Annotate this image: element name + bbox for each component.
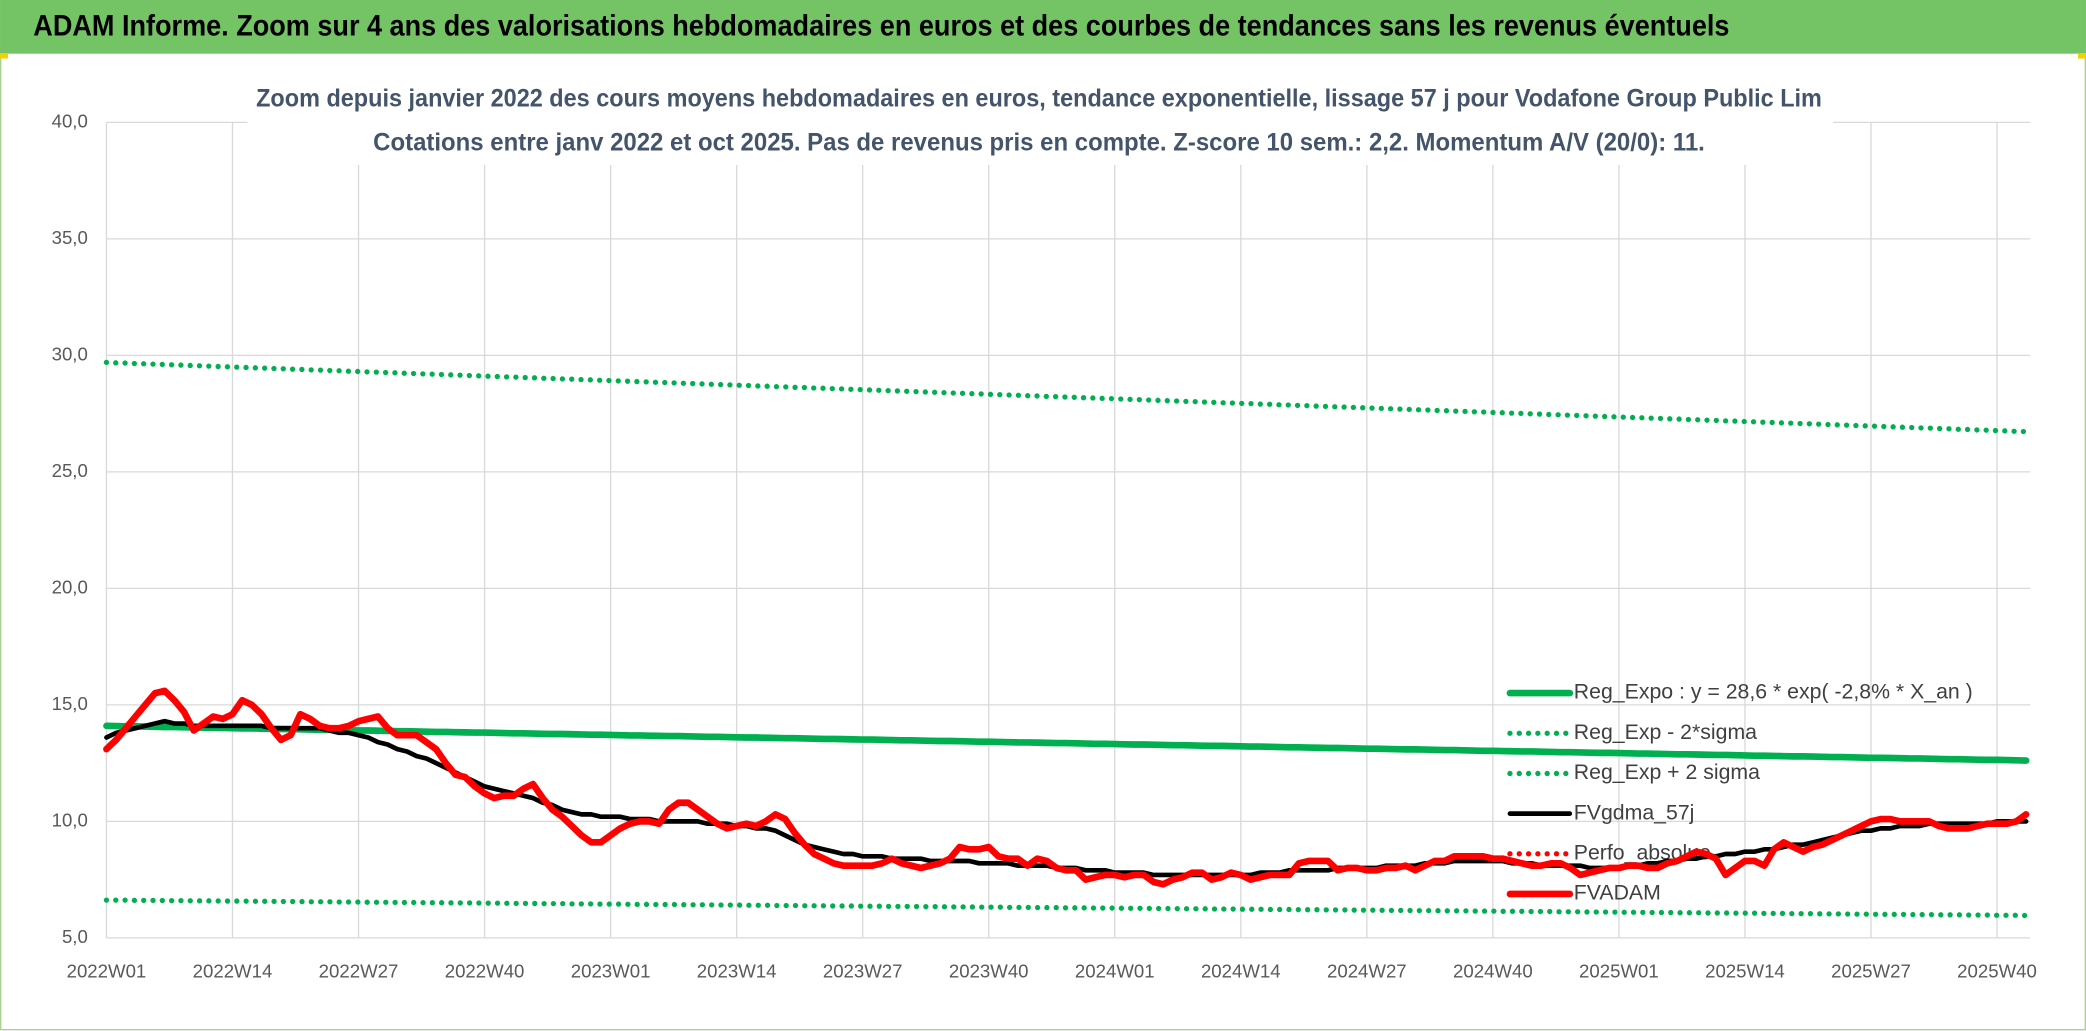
series-line — [103, 897, 2029, 919]
x-tick-label: 2023W01 — [571, 960, 651, 981]
chart-title: Zoom depuis janvier 2022 des cours moyen… — [256, 84, 1822, 112]
title-box — [247, 77, 1834, 165]
y-tick-label: 25,0 — [52, 460, 88, 481]
series-line — [103, 359, 2029, 435]
y-tick-label: 15,0 — [52, 693, 88, 714]
corner — [2077, 53, 2086, 59]
banner — [0, 0, 2086, 54]
x-tick-label: 2025W01 — [1579, 960, 1659, 981]
x-tick-label: 2023W14 — [697, 960, 777, 981]
legend-label: Reg_Exp - 2*sigma — [1574, 720, 1757, 744]
x-tick-label: 2022W14 — [193, 960, 273, 981]
y-tick-label: 10,0 — [52, 809, 88, 830]
corner — [0, 53, 9, 59]
chart-subtitle: Cotations entre janv 2022 et oct 2025. P… — [373, 128, 1705, 156]
x-tick-label: 2022W40 — [445, 960, 525, 981]
y-tick-label: 40,0 — [52, 110, 88, 131]
x-tick-label: 2025W14 — [1705, 960, 1785, 981]
legend-label: FVADAM — [1574, 881, 1661, 905]
x-tick-label: 2024W27 — [1327, 960, 1407, 981]
x-tick-label: 2024W14 — [1201, 960, 1281, 981]
legend: Reg_Expo : y = 28,6 * exp( -2,8% * X_an … — [1506, 680, 1973, 905]
y-tick-label: 20,0 — [52, 576, 88, 597]
series-line — [103, 687, 2030, 888]
x-tick-label: 2025W40 — [1957, 960, 2037, 981]
x-tick-label: 2022W27 — [319, 960, 399, 981]
y-tick-label: 35,0 — [52, 227, 88, 248]
x-tick-label: 2023W27 — [823, 960, 903, 981]
x-tick-label: 2022W01 — [67, 960, 147, 981]
y-tick-label: 5,0 — [62, 926, 88, 947]
legend-label: Reg_Expo : y = 28,6 * exp( -2,8% * X_an … — [1574, 680, 1973, 704]
grid: 5,0 10,0 15,0 20,0 25,0 30,0 35,0 40,0 2022W01 20… — [52, 110, 2037, 981]
y-tick-label: 30,0 — [52, 343, 88, 364]
page-title: ADAM Informe. Zoom sur 4 ans des valoris… — [33, 11, 1729, 43]
x-tick-label: 2025W27 — [1831, 960, 1911, 981]
x-tick-label: 2024W40 — [1453, 960, 1533, 981]
x-tick-label: 2024W01 — [1075, 960, 1155, 981]
series-line — [103, 722, 2030, 764]
x-tick-label: 2023W40 — [949, 960, 1029, 981]
legend-label: Reg_Exp + 2 sigma — [1574, 760, 1760, 784]
plot — [103, 359, 2030, 919]
legend-label: FVgdma_57j — [1574, 800, 1695, 824]
